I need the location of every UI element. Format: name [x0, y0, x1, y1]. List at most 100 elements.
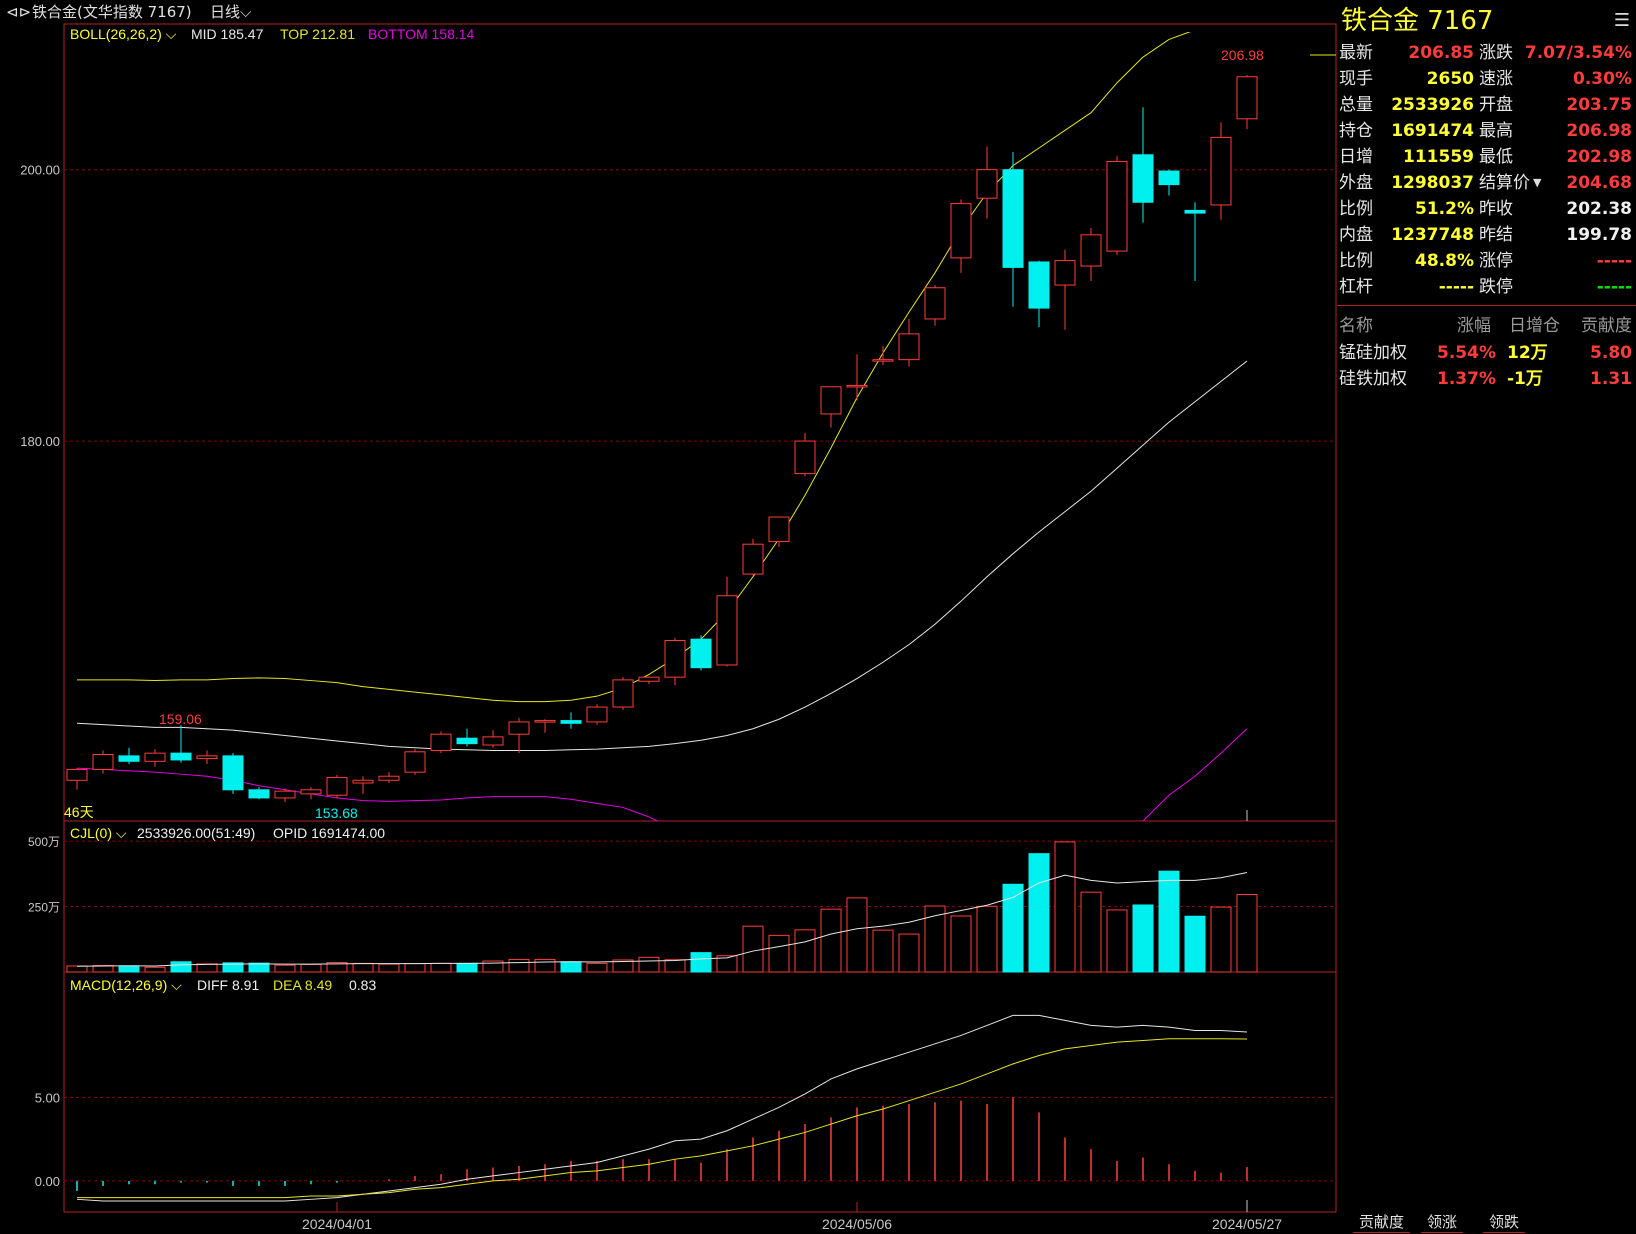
volume-bar	[638, 956, 660, 973]
volume-bar	[404, 963, 426, 973]
contrib-row[interactable]: 锰硅加权 5.54% 12万 5.80	[1337, 340, 1636, 366]
candle	[196, 755, 218, 760]
max-price-label: 159.06	[159, 711, 202, 727]
candle	[586, 706, 608, 723]
caret-down-icon[interactable]: ▼	[1533, 176, 1542, 189]
y-tick-label: 250万	[28, 901, 60, 915]
quote-value: 0.30%	[1573, 69, 1632, 89]
quote-label: 比例	[1339, 199, 1373, 219]
quote-value: 111559	[1403, 147, 1474, 167]
quote-value: 1237748	[1391, 225, 1474, 245]
quote-row: 比例 51.2% 昨收 202.38	[1337, 196, 1636, 222]
chart-frame	[63, 23, 1337, 1213]
candle	[1002, 169, 1024, 268]
candle	[1028, 261, 1050, 309]
candle	[1054, 260, 1076, 286]
volume-bar	[456, 962, 478, 973]
candle	[456, 737, 478, 745]
bottom-tab[interactable]: 领跌	[1483, 1210, 1526, 1233]
quote-label: 最新	[1339, 43, 1373, 63]
quote-label: 内盘	[1339, 225, 1373, 245]
volume-bar	[196, 963, 218, 973]
quote-value: 206.85	[1408, 43, 1474, 63]
candle	[794, 440, 816, 475]
quote-value: 1298037	[1391, 173, 1474, 193]
min-price-label: 153.68	[315, 805, 358, 821]
candle	[1132, 154, 1154, 203]
quote-label: 涨停	[1479, 251, 1513, 271]
candle	[1106, 161, 1128, 252]
candle	[716, 595, 738, 666]
quote-label: 跌停	[1479, 277, 1513, 297]
y-tick-label: 200.00	[20, 163, 60, 178]
volume-bar	[560, 961, 582, 973]
period-selector[interactable]: 日线⌵	[210, 0, 251, 24]
volume-bar	[508, 958, 530, 973]
volume-bar	[248, 962, 270, 973]
back-icon[interactable]: ⊲⊳	[6, 3, 32, 21]
days-count: 46天	[64, 804, 94, 820]
x-tick-label: 2024/04/01	[302, 1216, 372, 1232]
quote-label: 持仓	[1339, 121, 1373, 141]
quote-label: 比例	[1339, 251, 1373, 271]
candle	[482, 736, 504, 746]
opid-value: OPID 1691474.00	[273, 825, 385, 841]
bottom-tabs: 贡献度 领涨 领跌	[1337, 1210, 1636, 1234]
contrib-cell: 12万	[1507, 343, 1548, 363]
volume-ma-line	[76, 872, 1248, 967]
contrib-cell: -1万	[1507, 369, 1543, 389]
candle	[1080, 234, 1102, 267]
candle	[378, 775, 400, 781]
panel-title: 铁合金 7167	[1341, 6, 1494, 36]
quote-label: 结算价	[1479, 173, 1530, 193]
quote-row: 持仓 1691474 最高 206.98	[1337, 118, 1636, 144]
quote-row: 比例 48.8% 涨停 -----	[1337, 248, 1636, 274]
quote-label: 昨结	[1479, 225, 1513, 245]
volume-bar	[1054, 841, 1076, 973]
quote-value: 203.75	[1566, 95, 1632, 115]
quote-label: 总量	[1339, 95, 1373, 115]
dea-value: DEA 8.49	[273, 977, 332, 993]
contrib-cell: 1.31	[1590, 369, 1632, 389]
bottom-tab[interactable]: 贡献度	[1353, 1210, 1411, 1233]
quote-label: 最低	[1479, 147, 1513, 167]
volume-bar	[1002, 883, 1024, 973]
candle	[300, 789, 322, 795]
macd-diff-line	[76, 1014, 1248, 1202]
quote-label: 日增	[1339, 147, 1373, 167]
candle	[326, 777, 348, 796]
candle	[352, 779, 374, 784]
contrib-cell: 硅铁加权	[1339, 369, 1407, 389]
volume-bar	[1028, 853, 1050, 973]
boll-bottom-line	[76, 728, 1248, 821]
x-tick-label: 2024/05/27	[1212, 1216, 1282, 1232]
quote-value: -----	[1596, 277, 1632, 297]
y-tick-label: 0.00	[35, 1174, 60, 1189]
chart-area[interactable]: 200.00 180.00 BOLL(26,26,2) ⌵ MID 185.47 TOP…	[0, 0, 1337, 1234]
volume-bar	[1106, 909, 1128, 973]
candle	[92, 754, 114, 770]
chevron-down-icon: ⌵	[240, 3, 252, 21]
contrib-row[interactable]: 硅铁加权 1.37% -1万 1.31	[1337, 366, 1636, 392]
volume-bar	[820, 908, 842, 973]
volume-bar	[924, 905, 946, 973]
list-icon[interactable]: ☰	[1613, 10, 1630, 31]
candle	[534, 720, 556, 723]
boll-legend-label: BOLL(26,26,2) ⌵	[70, 26, 177, 42]
divider	[1337, 305, 1636, 306]
quote-label: 最高	[1479, 121, 1513, 141]
candle	[950, 203, 972, 259]
boll-top-value: TOP 212.81	[280, 26, 355, 42]
contrib-header: 日增仓	[1509, 316, 1560, 336]
quote-row: 杠杆 ----- 跌停 -----	[1337, 274, 1636, 300]
volume-bar	[222, 962, 244, 973]
quote-label: 杠杆	[1339, 277, 1373, 297]
bottom-tab[interactable]: 领涨	[1421, 1210, 1464, 1233]
volume-bar	[1132, 904, 1154, 973]
candle	[898, 333, 920, 361]
candle	[924, 287, 946, 320]
quote-row: 总量 2533926 开盘 203.75	[1337, 92, 1636, 118]
quote-value: 199.78	[1566, 225, 1632, 245]
boll-mid-value: MID 185.47	[191, 26, 264, 42]
volume-bar	[1184, 915, 1206, 973]
